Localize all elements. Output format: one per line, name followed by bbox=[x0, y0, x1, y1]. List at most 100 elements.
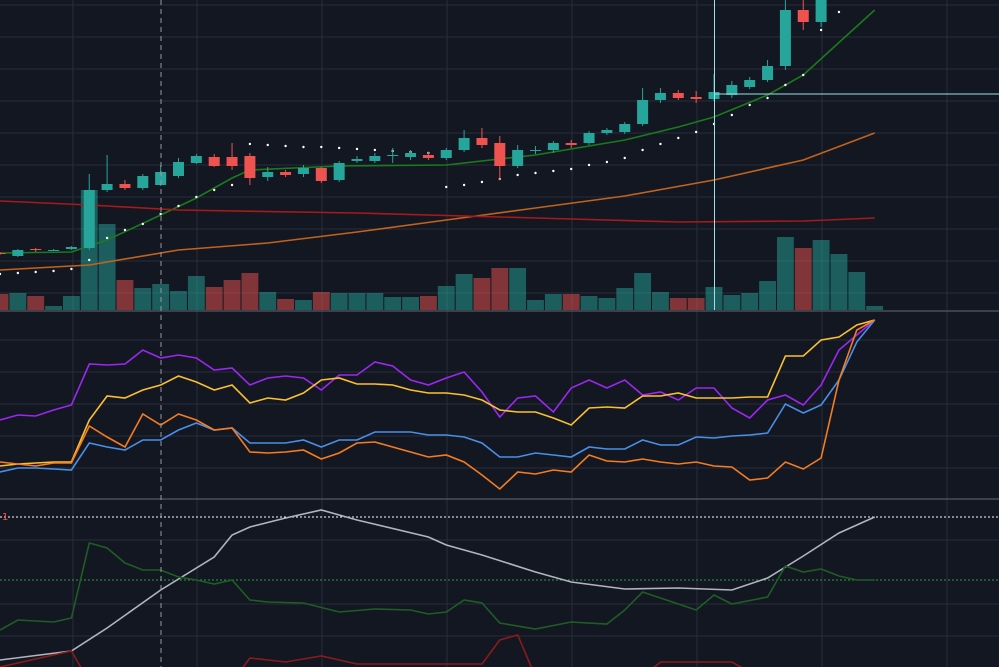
candle-body bbox=[101, 184, 113, 190]
volume-bar bbox=[62, 296, 80, 310]
candle-body bbox=[547, 143, 559, 150]
pane bbox=[0, 509, 999, 667]
volume-bar bbox=[295, 300, 312, 310]
candle-body bbox=[797, 10, 809, 22]
sar-dot bbox=[784, 83, 787, 87]
candle-body bbox=[726, 85, 738, 95]
candle-body bbox=[208, 157, 220, 166]
candle-body bbox=[565, 143, 577, 145]
pane bbox=[0, 319, 876, 491]
candle-body bbox=[458, 138, 470, 150]
candle-body bbox=[351, 159, 363, 161]
indicator-line bbox=[0, 9, 876, 254]
volume-bar bbox=[634, 273, 652, 310]
volume-bar bbox=[223, 280, 241, 310]
sar-dot bbox=[284, 144, 287, 148]
candle-body bbox=[190, 156, 202, 163]
sar-dot bbox=[605, 160, 609, 164]
sar-dot bbox=[445, 185, 448, 189]
candle-body bbox=[387, 155, 399, 156]
candle-body bbox=[494, 143, 506, 166]
sar-dot bbox=[195, 195, 198, 199]
candle-body bbox=[333, 163, 345, 180]
volume-bar bbox=[419, 296, 437, 310]
sar-dot bbox=[16, 271, 20, 275]
volume-bar bbox=[384, 297, 402, 310]
sar-dot bbox=[320, 145, 323, 149]
volume-bar bbox=[669, 298, 687, 310]
candle-body bbox=[512, 150, 524, 166]
volume-bar bbox=[9, 293, 27, 310]
candle-body bbox=[815, 0, 827, 22]
candle-body bbox=[637, 100, 649, 124]
volume-bar bbox=[598, 298, 616, 310]
sar-dot bbox=[552, 169, 555, 173]
sar-dot bbox=[302, 145, 305, 149]
sar-dot bbox=[177, 204, 180, 208]
indicator-line bbox=[0, 319, 876, 473]
volume-bar bbox=[455, 274, 473, 310]
sar-dot bbox=[159, 212, 162, 216]
sar-dot bbox=[766, 96, 769, 100]
volume-bar bbox=[544, 294, 562, 310]
candle-body bbox=[405, 153, 417, 157]
sar-dot bbox=[70, 267, 73, 271]
candle-body bbox=[744, 80, 756, 87]
candle-body bbox=[779, 10, 791, 66]
candle-body bbox=[440, 150, 452, 158]
volume-bar bbox=[277, 299, 295, 310]
volume-bar bbox=[866, 306, 884, 310]
candle-body bbox=[315, 168, 327, 181]
volume-bar bbox=[27, 296, 45, 310]
indicator-line bbox=[0, 509, 876, 661]
candle-body bbox=[30, 249, 42, 250]
sar-dot bbox=[694, 130, 698, 134]
sar-dot bbox=[677, 136, 680, 140]
sar-dot bbox=[248, 142, 252, 146]
volume-bar bbox=[776, 237, 794, 310]
volume-bar bbox=[491, 268, 509, 310]
volume-bar bbox=[794, 248, 812, 310]
candle-body bbox=[262, 172, 274, 177]
sar-dot bbox=[480, 180, 484, 184]
volume-bar bbox=[562, 294, 580, 310]
volume-bar bbox=[187, 276, 205, 310]
sar-dot bbox=[730, 113, 734, 117]
candle-body bbox=[369, 156, 381, 161]
sar-dot bbox=[0, 272, 2, 276]
sar-dot bbox=[623, 156, 626, 160]
indicator-line bbox=[0, 634, 743, 667]
volume-bar bbox=[402, 297, 419, 310]
candle-body bbox=[690, 97, 702, 99]
volume-bar bbox=[741, 293, 759, 310]
volume-bar bbox=[652, 292, 669, 310]
sar-dot bbox=[659, 142, 662, 146]
volume-bar bbox=[509, 268, 527, 310]
candle-body bbox=[672, 93, 684, 98]
candle-body bbox=[422, 155, 434, 158]
volume-bar bbox=[205, 287, 223, 310]
sar-dot bbox=[837, 10, 841, 14]
candle-body bbox=[119, 184, 131, 188]
volume-bar bbox=[312, 292, 330, 310]
volume-bar bbox=[759, 281, 776, 310]
level-label: 1 bbox=[2, 512, 8, 523]
volume-bar bbox=[366, 293, 384, 310]
indicator-line bbox=[0, 200, 875, 223]
sar-dot bbox=[748, 103, 751, 107]
sar-dot bbox=[266, 143, 269, 147]
candle-body bbox=[476, 138, 488, 145]
volume-bar bbox=[830, 254, 848, 310]
indicator-line bbox=[0, 319, 875, 467]
candle-body bbox=[173, 162, 184, 176]
sar-dot bbox=[105, 236, 109, 240]
sar-dot bbox=[462, 183, 466, 187]
indicator-line bbox=[0, 132, 875, 271]
sar-dot bbox=[373, 148, 377, 152]
candle-body bbox=[226, 157, 238, 166]
candle-body bbox=[48, 250, 60, 251]
volume-bar bbox=[723, 295, 741, 310]
candle-body bbox=[155, 172, 167, 185]
